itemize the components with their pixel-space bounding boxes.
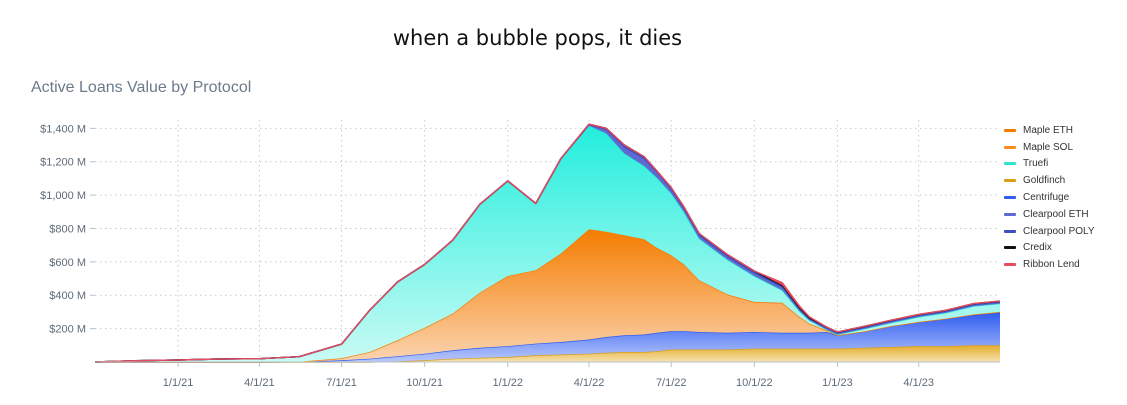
x-tick-label: 7/1/22 <box>656 377 687 389</box>
x-tick-label: 10/1/22 <box>736 377 773 389</box>
x-tick-label: 7/1/21 <box>326 377 357 389</box>
legend-item-centrifuge[interactable]: Centrifuge <box>1004 189 1095 206</box>
area-goldfinch <box>95 345 1000 362</box>
legend-swatch <box>1004 145 1016 149</box>
legend-swatch <box>1004 246 1016 250</box>
area-maple-eth <box>95 229 1000 362</box>
legend-label: Goldfinch <box>1023 175 1066 187</box>
area-layer <box>94 123 1001 363</box>
x-tick-label: 4/1/23 <box>903 377 934 389</box>
x-tick-label: 10/1/21 <box>406 377 443 389</box>
area-centrifuge <box>95 311 1000 362</box>
chart-title: Active Loans Value by Protocol <box>31 79 252 96</box>
area-truefi <box>95 125 1000 362</box>
page-caption: when a bubble pops, it dies <box>392 26 683 50</box>
legend-item-credix[interactable]: Credix <box>1004 240 1095 257</box>
legend-label: Maple SOL <box>1023 141 1074 153</box>
legend-swatch <box>1004 196 1016 200</box>
legend-item-maple-sol[interactable]: Maple SOL <box>1004 139 1095 156</box>
legend-item-ribbon-lend[interactable]: Ribbon Lend <box>1004 256 1095 273</box>
y-tick-label: $800 M <box>49 223 86 235</box>
legend-swatch <box>1004 179 1016 183</box>
y-tick-label: $1,000 M <box>40 190 86 202</box>
chart-legend: Maple ETH Maple SOL Truefi Goldfinch Centrif… <box>1004 122 1095 273</box>
x-tick-label: 1/1/23 <box>822 377 853 389</box>
y-tick-label: $600 M <box>49 257 86 269</box>
legend-label: Clearpool POLY <box>1023 225 1095 237</box>
legend-swatch <box>1004 162 1016 166</box>
legend-swatch <box>1004 212 1016 216</box>
legend-swatch <box>1004 229 1016 233</box>
axis-layer: $200 M $400 M $600 M $800 M $1,000 M $1,200 M… <box>40 123 1000 389</box>
y-tick-label: $200 M <box>49 324 86 336</box>
legend-item-truefi[interactable]: Truefi <box>1004 156 1095 173</box>
legend-label: Credix <box>1023 242 1052 254</box>
legend-item-clearpool-poly[interactable]: Clearpool POLY <box>1004 223 1095 240</box>
legend-label: Truefi <box>1023 158 1049 170</box>
legend-label: Centrifuge <box>1023 192 1070 204</box>
legend-item-clearpool-eth[interactable]: Clearpool ETH <box>1004 206 1095 223</box>
y-tick-label: $1,200 M <box>40 157 86 169</box>
legend-label: Maple ETH <box>1023 124 1074 136</box>
legend-label: Clearpool ETH <box>1023 208 1089 220</box>
y-tick-label: $400 M <box>49 290 86 302</box>
legend-swatch <box>1004 263 1016 267</box>
x-tick-label: 1/1/22 <box>492 377 523 389</box>
y-tick-label: $1,400 M <box>40 123 86 135</box>
legend-item-goldfinch[interactable]: Goldfinch <box>1004 172 1095 189</box>
x-tick-label: 1/1/21 <box>163 377 194 389</box>
legend-swatch <box>1004 128 1016 132</box>
legend-label: Ribbon Lend <box>1023 259 1080 271</box>
x-tick-label: 4/1/21 <box>244 377 275 389</box>
line-ribbon-lend <box>94 123 1001 363</box>
legend-item-maple-eth[interactable]: Maple ETH <box>1004 122 1095 139</box>
x-tick-label: 4/1/22 <box>574 377 605 389</box>
